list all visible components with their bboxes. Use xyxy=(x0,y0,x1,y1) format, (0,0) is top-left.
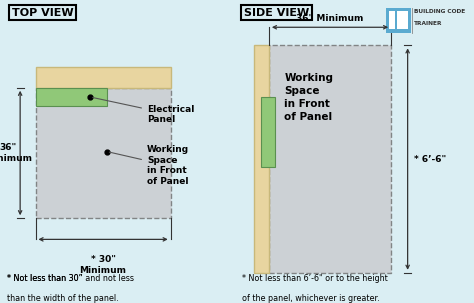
Text: * 6’-6": * 6’-6" xyxy=(413,155,446,164)
Bar xyxy=(36,67,171,88)
Text: Electrical
Panel: Electrical Panel xyxy=(93,98,194,124)
Text: 36" Minimum: 36" Minimum xyxy=(296,14,364,23)
Text: * Not less than 6’-6" or to the height: * Not less than 6’-6" or to the height xyxy=(242,274,387,283)
Bar xyxy=(254,45,269,273)
Bar xyxy=(36,88,107,106)
Text: Working
Space
in Front
of Panel: Working Space in Front of Panel xyxy=(284,73,333,122)
Text: BUILDING CODE: BUILDING CODE xyxy=(413,9,465,14)
Bar xyxy=(261,97,275,167)
Bar xyxy=(269,45,391,273)
Text: SIDE VIEW: SIDE VIEW xyxy=(244,8,310,18)
Bar xyxy=(403,11,408,29)
Text: * Not less than 30”: * Not less than 30” xyxy=(7,274,85,283)
Text: TRAINER: TRAINER xyxy=(413,21,442,26)
Bar xyxy=(386,8,411,33)
Text: of the panel, whichever is greater.: of the panel, whichever is greater. xyxy=(242,294,379,303)
Text: * 30"
Minimum: * 30" Minimum xyxy=(80,255,127,275)
Text: 36"
Minimum: 36" Minimum xyxy=(0,143,32,163)
Text: * Not less than 30” and not less: * Not less than 30” and not less xyxy=(7,274,134,283)
Bar xyxy=(389,11,395,29)
Text: TOP VIEW: TOP VIEW xyxy=(12,8,73,18)
Bar xyxy=(397,11,403,29)
Text: Working
Space
in Front
of Panel: Working Space in Front of Panel xyxy=(109,145,189,186)
Text: than the width of the panel.: than the width of the panel. xyxy=(7,294,118,303)
Bar xyxy=(36,88,171,218)
